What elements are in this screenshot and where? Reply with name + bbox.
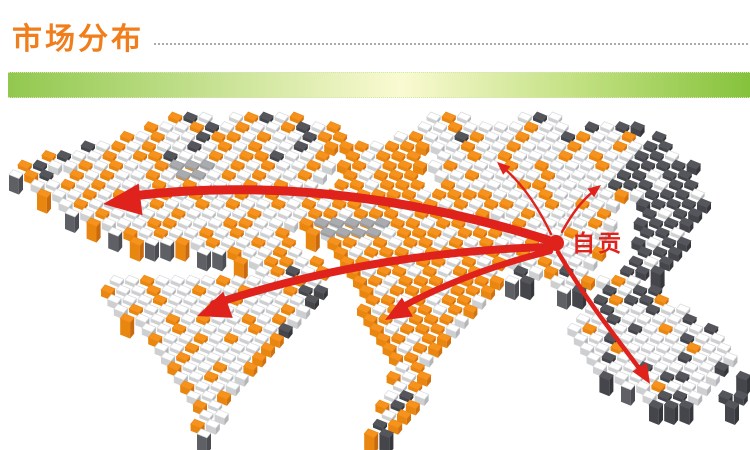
arrow-to-australia [555, 249, 650, 384]
section-header: 市场分布 [12, 22, 748, 58]
origin-label: 自贡 [572, 230, 624, 257]
tile-row [173, 370, 750, 397]
tile-row [154, 341, 732, 358]
arrow-to-northwest [497, 162, 553, 236]
tile-row [8, 168, 693, 195]
tile-row [119, 130, 667, 144]
market-arrows-layer [103, 162, 650, 384]
tile-row [196, 428, 394, 450]
tile-row [129, 236, 692, 262]
arrow-to-south-america [197, 243, 552, 318]
tile-row [86, 216, 694, 243]
tile-row [198, 409, 412, 426]
tile-row [100, 284, 663, 310]
tile-row [192, 399, 740, 425]
arrow-to-northeast [560, 185, 601, 234]
tile-row [186, 389, 749, 406]
section-accent-bar [8, 72, 750, 98]
title-divider-dotted-line [154, 43, 748, 45]
tile-row [41, 149, 680, 163]
arrow-to-africa [385, 247, 554, 320]
page-title: 市场分布 [12, 22, 144, 57]
tile-row [179, 380, 712, 406]
tile-map-layer [8, 111, 750, 450]
tile-row [106, 293, 670, 310]
origin-marker [548, 235, 564, 251]
arrow-to-north-america [103, 183, 553, 245]
tile-row [30, 178, 699, 195]
